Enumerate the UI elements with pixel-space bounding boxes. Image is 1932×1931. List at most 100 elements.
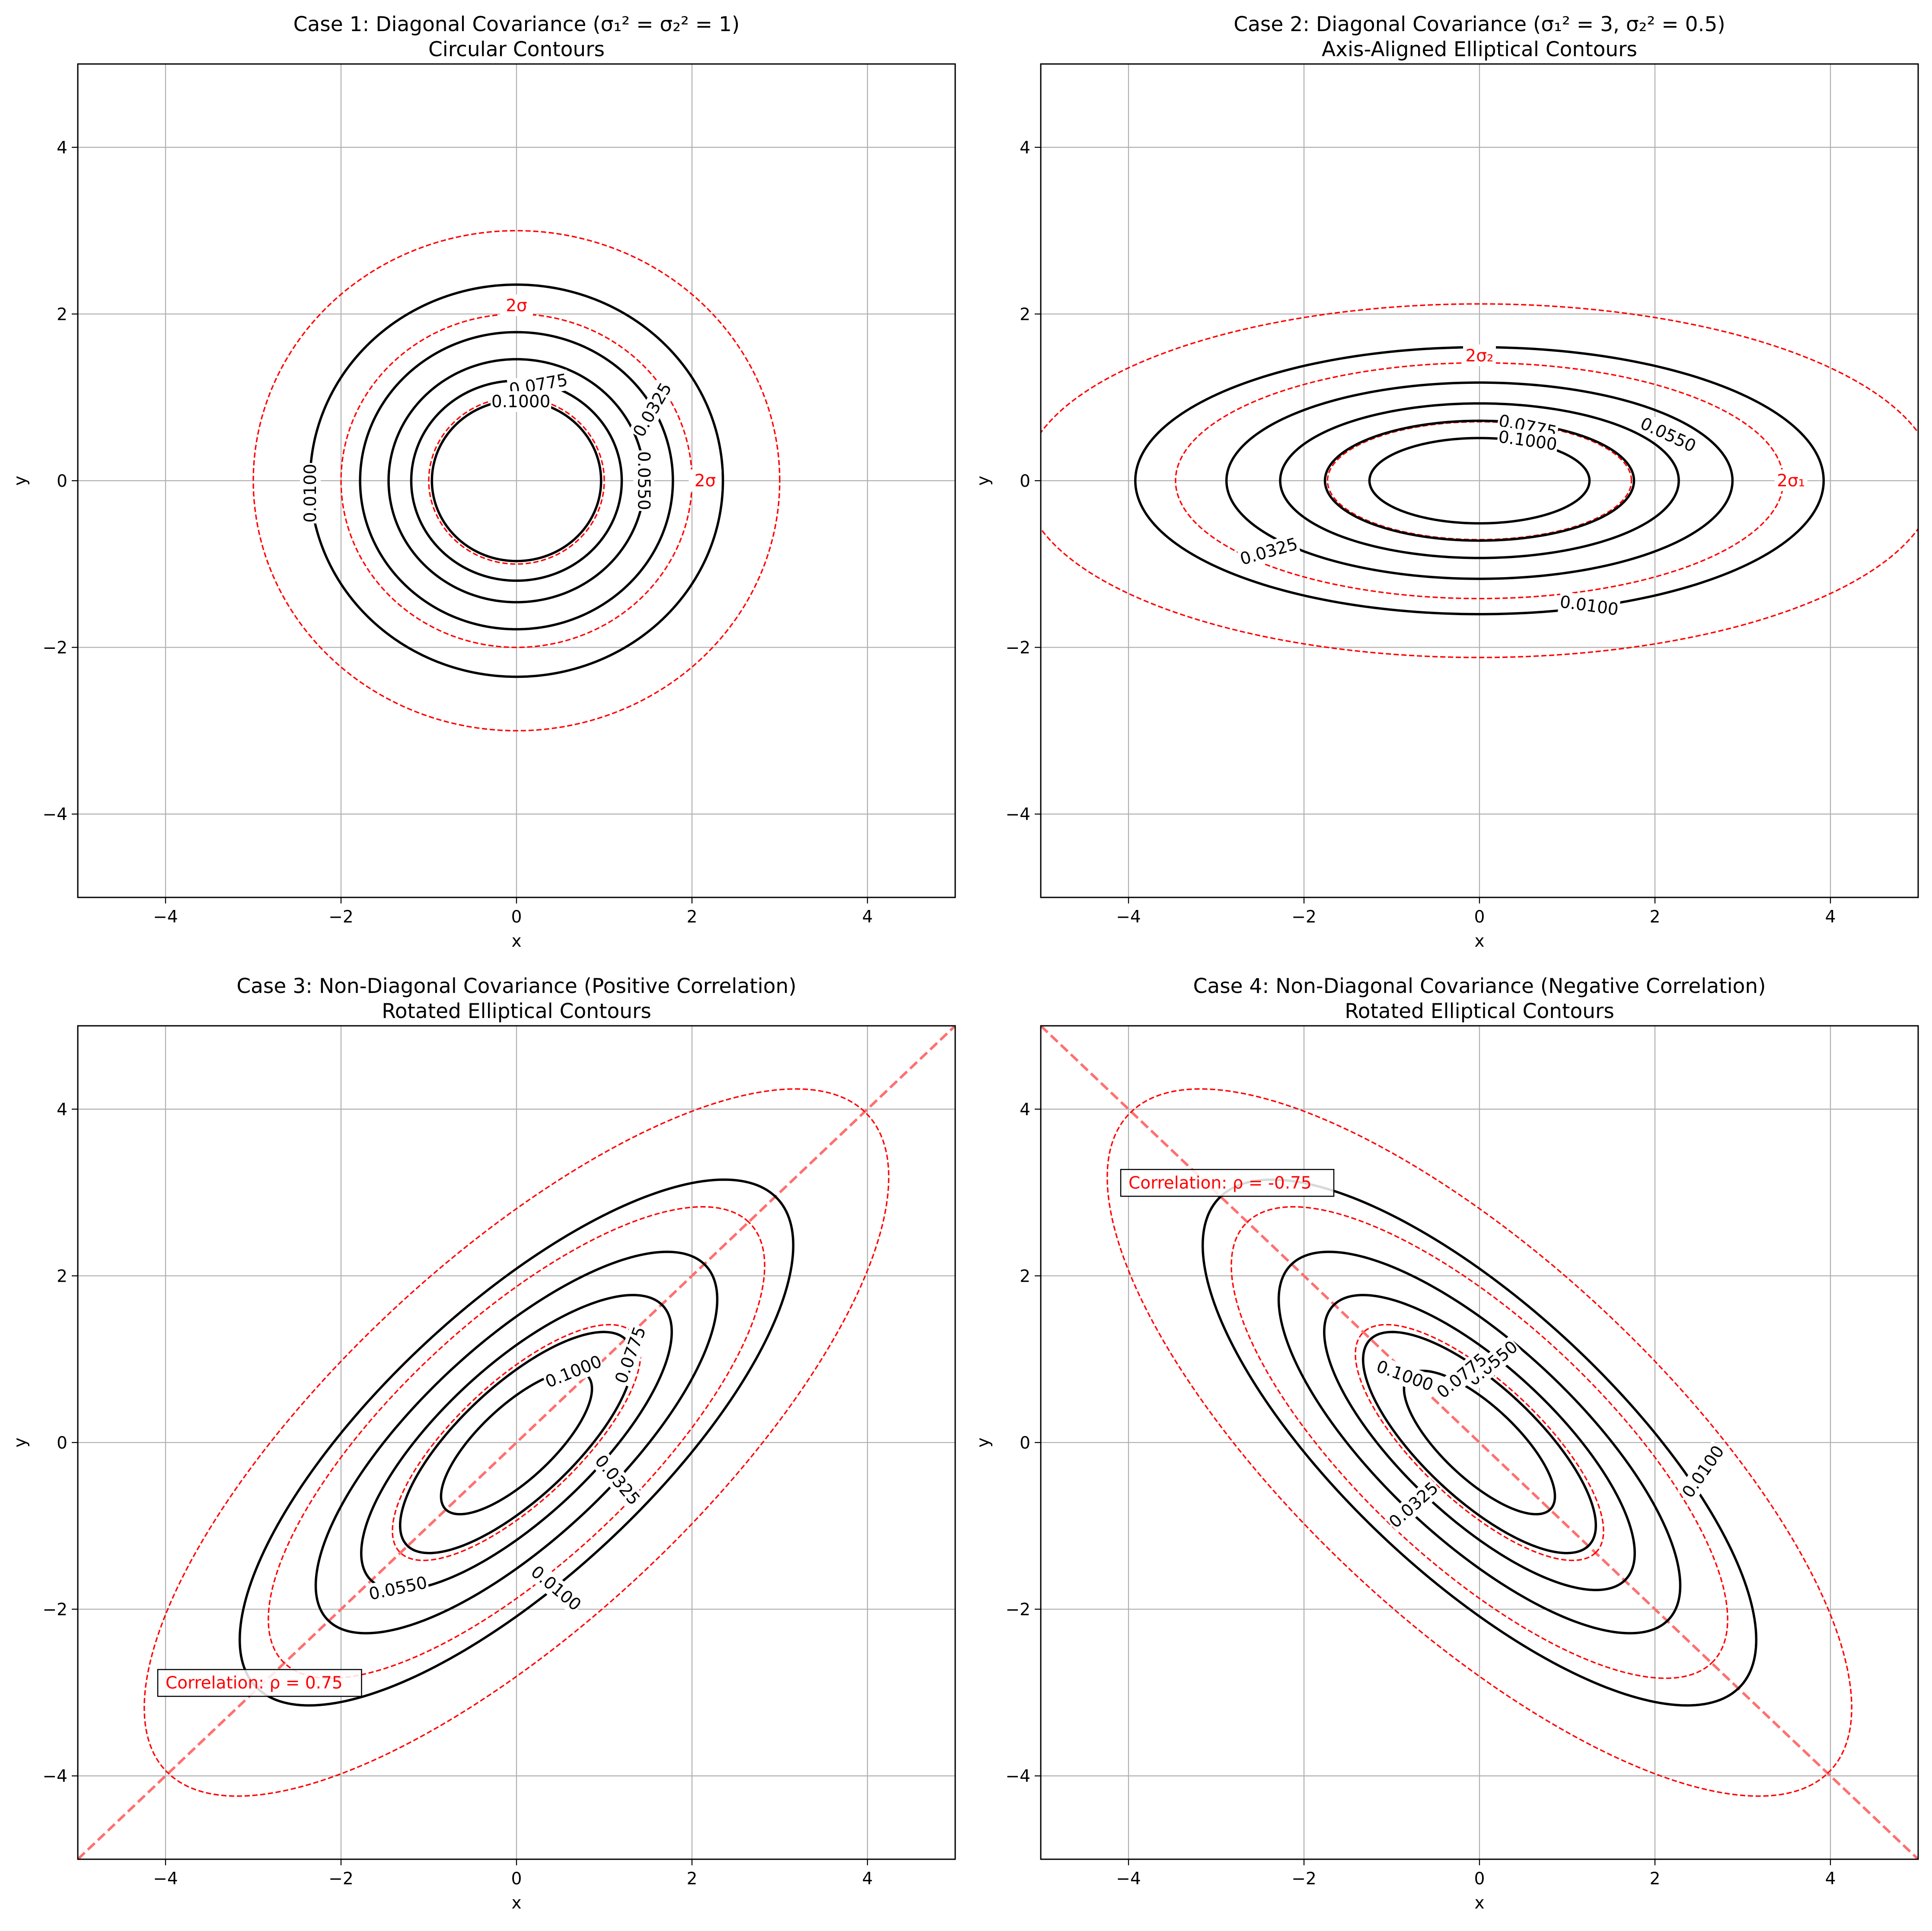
y-tick-label: −2 — [1006, 1600, 1031, 1620]
sigma-ellipse-3 — [1041, 303, 1918, 658]
y-tick-label: 0 — [1020, 472, 1030, 491]
contour-0.0325 — [1225, 381, 1734, 580]
y-tick-label: 4 — [1020, 138, 1030, 158]
chart-title-line: Case 1: Diagonal Covariance (σ₁² = σ₂² =… — [293, 13, 740, 36]
contour-0.0775 — [1362, 1331, 1597, 1554]
contour-0.055 — [1279, 402, 1680, 559]
sigma-label: 2σ₂ — [1465, 346, 1493, 366]
contour-0.0775 — [410, 379, 623, 582]
contour-label: 0.0100 — [1558, 591, 1621, 620]
x-axis-label: x — [1474, 1893, 1484, 1913]
contour-label-text: 0.0100 — [1559, 592, 1620, 620]
contour-label: 0.0775 — [610, 1323, 651, 1387]
chart-title-line: Axis-Aligned Elliptical Contours — [1322, 38, 1637, 61]
chart-title-line: Circular Contours — [428, 38, 605, 61]
contour-label: 0.1000 — [491, 391, 552, 412]
contour-0.1 — [430, 399, 603, 562]
x-tick-label: 0 — [1474, 907, 1485, 927]
y-tick-label: 4 — [57, 1100, 67, 1120]
contour-label-text: 0.0325 — [629, 380, 676, 440]
x-tick-label: 2 — [687, 907, 698, 927]
x-axis-label: x — [511, 932, 521, 951]
contour-label: 0.0325 — [628, 378, 677, 441]
contour-label: 0.1000 — [542, 1350, 606, 1393]
y-axis-label: y — [974, 1437, 993, 1447]
y-axis-label: y — [11, 476, 30, 485]
x-tick-label: 4 — [1825, 1869, 1836, 1889]
correlation-annotation-box — [157, 1669, 362, 1697]
sigma-ellipse-1 — [1355, 1324, 1604, 1561]
y-tick-label: −2 — [43, 638, 68, 658]
y-tick-label: 2 — [57, 305, 67, 324]
sigma-label-bg — [500, 294, 533, 316]
sigma-label: 2σ — [695, 471, 716, 491]
sigma-label-bg — [1774, 469, 1808, 491]
y-tick-label: −4 — [43, 1767, 68, 1786]
sigma-ellipse-2 — [340, 313, 693, 648]
y-tick-label: −4 — [1006, 1767, 1031, 1786]
contour-label-text: 0.0550 — [1637, 414, 1699, 456]
chart-title-line: Rotated Elliptical Contours — [1345, 999, 1614, 1023]
contour-0.055 — [387, 358, 646, 603]
x-tick-label: −4 — [1116, 907, 1141, 927]
y-tick-label: −2 — [43, 1600, 68, 1620]
x-tick-label: 2 — [1650, 1869, 1661, 1889]
x-tick-label: 2 — [1650, 907, 1661, 927]
y-tick-label: −2 — [1006, 638, 1031, 658]
chart-title-line: Case 2: Diagonal Covariance (σ₁² = 3, σ₂… — [1234, 13, 1725, 36]
contour-0.0775 — [399, 1331, 634, 1554]
x-tick-label: 0 — [511, 1869, 522, 1889]
contour-label: 0.0100 — [300, 463, 321, 523]
contour-0.01 — [1134, 346, 1825, 616]
x-tick-label: −4 — [153, 1869, 178, 1889]
y-tick-label: 0 — [1020, 1433, 1030, 1453]
contour-label-text: 0.1000 — [491, 392, 550, 412]
sigma-label-bg — [689, 469, 722, 491]
sigma-ellipse-2 — [1175, 362, 1784, 600]
x-tick-label: −4 — [153, 907, 178, 927]
y-axis-label: y — [11, 1437, 30, 1447]
x-tick-label: −4 — [1116, 1869, 1141, 1889]
contour-label: 0.0550 — [633, 450, 654, 511]
contour-label-text: 0.1000 — [542, 1352, 604, 1392]
correlation-annotation: Correlation: ρ = -0.75 — [1129, 1173, 1312, 1193]
y-tick-label: −4 — [43, 805, 68, 824]
x-tick-label: 0 — [1474, 1869, 1485, 1889]
x-axis-label: x — [1474, 932, 1484, 951]
chart-title-line: Case 3: Non-Diagonal Covariance (Positiv… — [236, 974, 796, 998]
y-tick-label: 4 — [57, 138, 67, 158]
x-tick-label: −2 — [328, 1869, 354, 1889]
chart-title-line: Rotated Elliptical Contours — [382, 999, 651, 1023]
x-tick-label: 2 — [687, 1869, 698, 1889]
sigma-ellipse-3 — [1106, 1088, 1852, 1797]
contour-0.0325 — [1277, 1251, 1682, 1634]
contour-0.055 — [360, 1294, 673, 1591]
y-tick-label: 2 — [1020, 305, 1030, 324]
sigma-ellipse-3 — [143, 1088, 889, 1797]
contour-label-text: 0.0550 — [634, 451, 653, 510]
x-tick-label: 4 — [1825, 907, 1836, 927]
y-tick-label: 2 — [57, 1267, 67, 1286]
sigma-ellipse-3 — [252, 230, 781, 732]
y-tick-label: 4 — [1020, 1100, 1030, 1120]
x-tick-label: −2 — [328, 907, 354, 927]
y-tick-label: 0 — [57, 1433, 67, 1453]
contour-label: 0.0550 — [1636, 412, 1700, 457]
y-tick-label: 0 — [57, 472, 67, 491]
correlation-line — [78, 1026, 955, 1859]
panel-4: 0.01000.03250.05500.07750.1000Correlatio… — [974, 974, 1919, 1913]
contour-label-text: 0.0325 — [1238, 534, 1300, 569]
panel-3: 0.01000.03250.05500.07750.1000Correlatio… — [11, 974, 956, 1913]
chart-title-line: Case 4: Non-Diagonal Covariance (Negativ… — [1193, 974, 1766, 998]
x-tick-label: 4 — [862, 907, 873, 927]
sigma-ellipse-2 — [268, 1206, 765, 1679]
y-tick-label: 2 — [1020, 1267, 1030, 1286]
contour-0.0325 — [359, 331, 674, 631]
contour-0.0325 — [314, 1251, 719, 1634]
sigma-ellipse-1 — [428, 396, 605, 565]
sigma-ellipse-2 — [1231, 1206, 1728, 1679]
x-tick-label: 4 — [862, 1869, 873, 1889]
